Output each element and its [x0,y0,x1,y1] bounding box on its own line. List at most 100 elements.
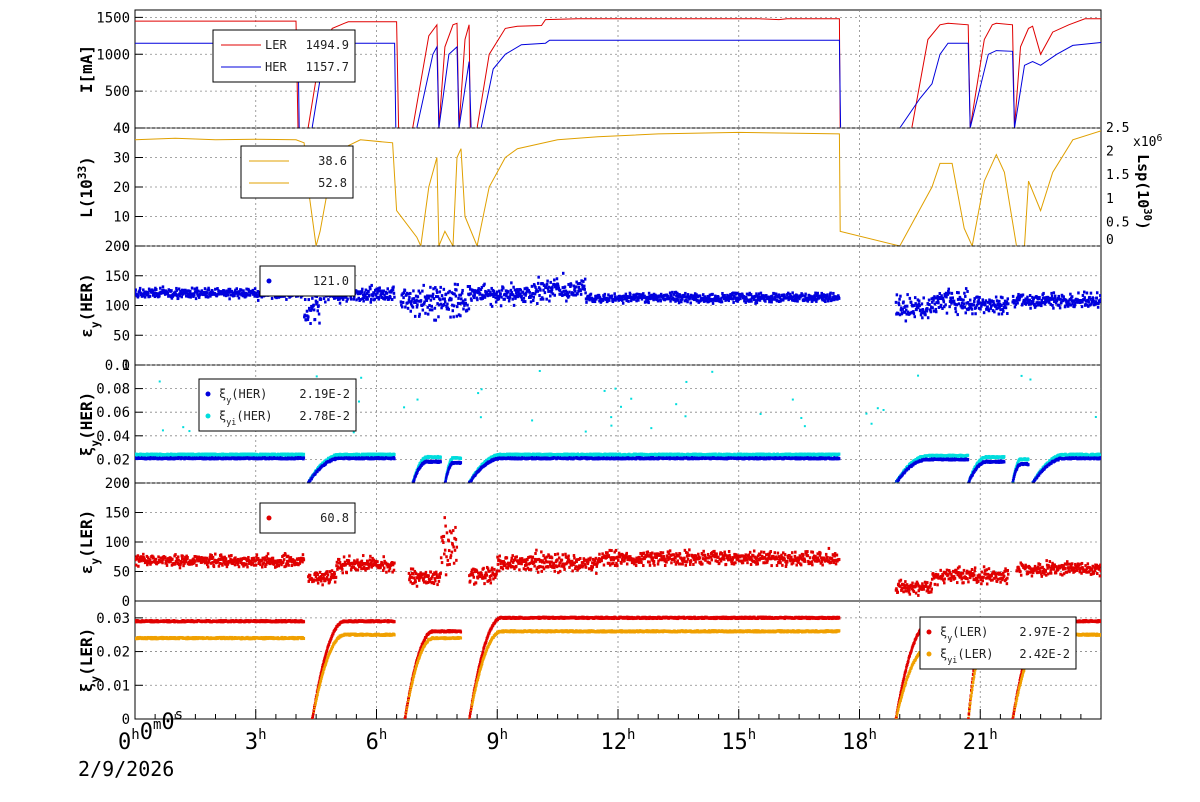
y-tick-label: 0.06 [96,405,130,421]
data-point [139,287,142,290]
data-point [960,298,963,301]
data-point [1050,292,1053,295]
y2-tick-label: 1 [1106,192,1114,207]
data-point [584,291,587,294]
data-point [927,316,930,319]
legend: 38.652.8 [241,146,353,198]
data-point [946,312,949,315]
data-point [422,284,425,287]
data-point [948,291,951,294]
data-point [469,292,472,295]
data-point [417,300,420,303]
data-point [236,287,239,290]
data-point [459,314,462,317]
data-point [791,291,794,294]
data-point [896,293,899,296]
data-point [434,307,437,310]
data-point [721,300,724,303]
data-point [963,292,966,295]
data-point [988,298,991,301]
data-point [1053,291,1056,294]
data-point [318,313,321,316]
data-point [995,296,998,299]
data-point [206,292,209,295]
data-point [532,299,535,302]
data-point [469,285,472,288]
data-point [1007,302,1010,305]
data-point [686,300,689,303]
data-point [572,294,575,297]
data-point [155,288,158,291]
data-point [439,456,442,459]
data-point [983,311,986,314]
data-point [998,300,1001,303]
data-point [924,313,927,316]
data-point [418,313,421,316]
data-point [491,305,494,308]
data-point [944,303,947,306]
data-point [604,293,607,296]
data-point [1096,297,1099,300]
data-point [617,299,620,302]
data-point [539,289,542,292]
data-point [308,298,311,301]
data-point [562,272,565,275]
data-point [443,303,446,306]
data-point [957,291,960,294]
data-point [439,298,442,301]
data-point [516,288,519,291]
data-point [964,306,967,309]
data-point [1100,298,1103,301]
data-point [342,298,345,301]
data-point [353,298,356,301]
data-point [542,298,545,301]
data-point [756,301,759,304]
data-point [814,292,817,295]
data-point [974,312,977,315]
data-point [977,299,980,302]
data-point [1005,306,1008,309]
data-point [906,293,909,296]
data-point [568,295,571,298]
data-point [902,300,905,303]
panel-4: 00.020.040.060.080.1ξy(HER)ξy(HER)2.19E-… [77,358,1102,492]
data-point [636,293,639,296]
data-point [895,301,898,304]
data-point [1022,293,1025,296]
legend-name: LER [265,38,287,52]
data-point [770,300,773,303]
data-point [393,296,396,299]
y-axis-label: I[mA] [77,45,96,93]
data-point [378,286,381,289]
data-point [257,299,260,302]
data-point [401,305,404,308]
data-point [621,299,624,302]
data-point [468,307,471,310]
data-point [461,289,464,292]
panel-2: 010203040L(1033)38.652.800.511.522.5x106… [76,121,1163,255]
legend-value: 38.6 [318,154,347,168]
data-point [159,287,162,290]
y-tick-label: 40 [113,121,130,137]
data-point [689,301,692,304]
data-point [583,285,586,288]
data-point [498,297,501,300]
data-point [317,304,320,307]
y-tick-label: 0.02 [96,452,130,468]
data-point [556,277,559,280]
data-point [590,293,593,296]
data-point [431,308,434,311]
data-point [546,280,549,283]
data-point [366,298,369,301]
data-point [524,300,527,303]
data-point [532,292,535,295]
data-point [702,293,705,296]
data-point [964,295,967,298]
data-point [1006,312,1009,315]
data-point [510,281,513,284]
data-point [464,298,467,301]
data-point [940,304,943,307]
data-point [327,298,330,301]
data-point [1001,312,1004,315]
